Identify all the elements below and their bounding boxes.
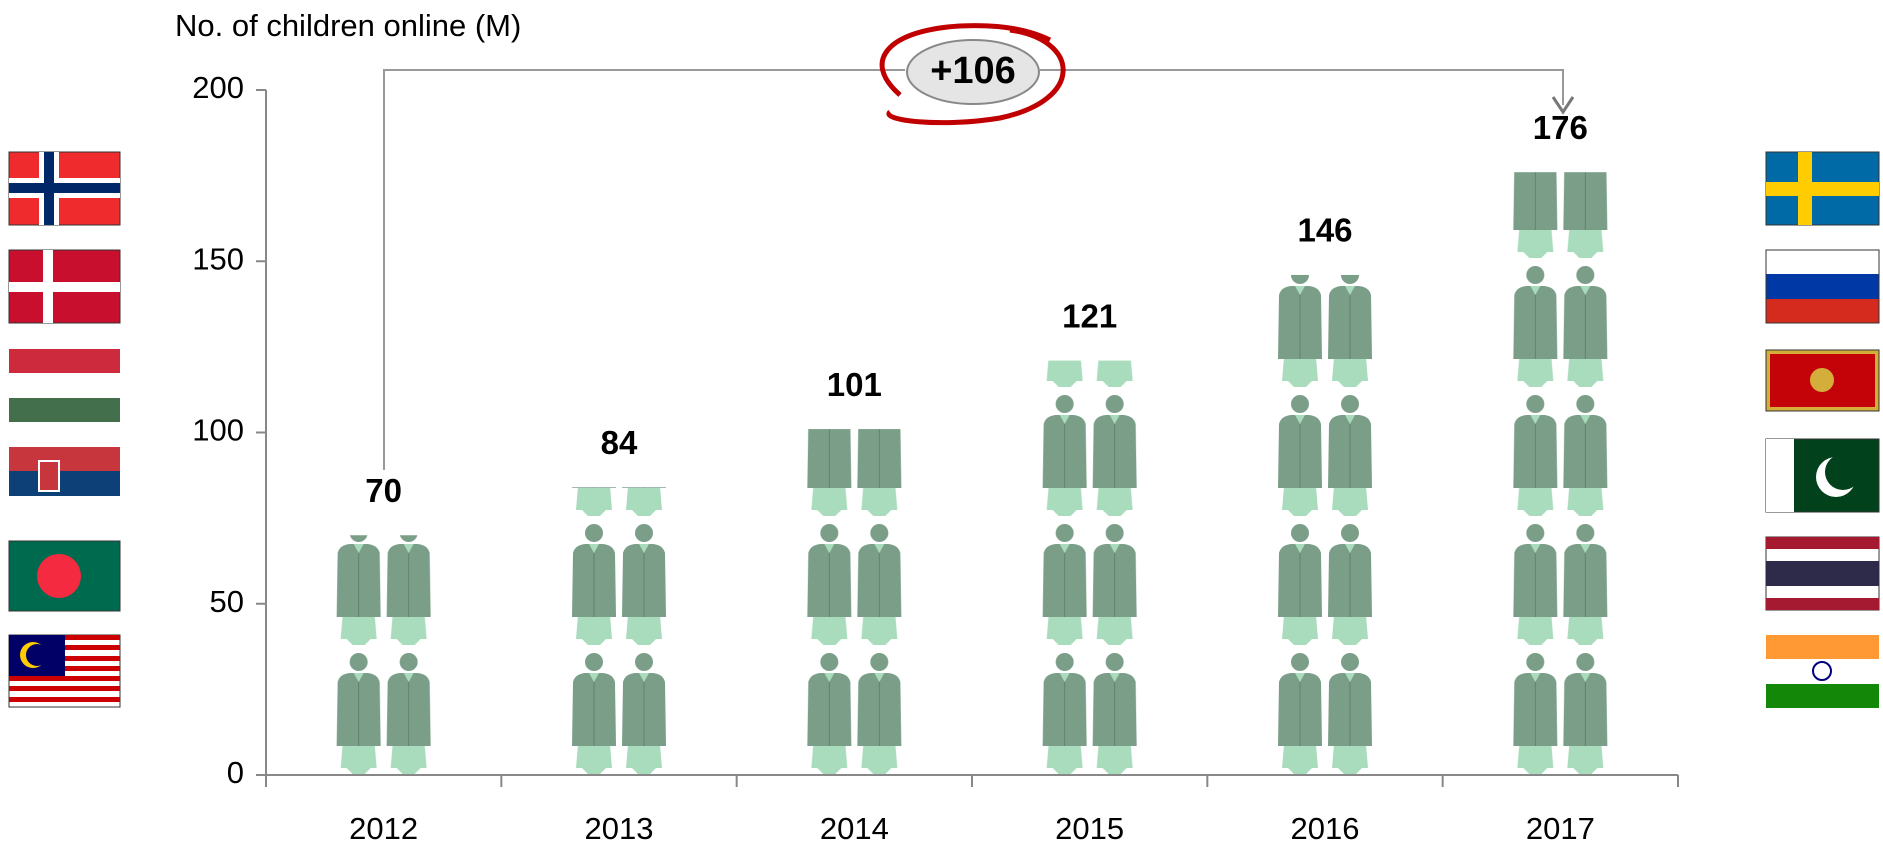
axis-title: No. of children online (M) — [175, 8, 521, 43]
bar — [569, 487, 669, 775]
x-tick-label: 2015 — [1055, 811, 1124, 845]
value-label: 176 — [1533, 109, 1588, 146]
y-tick-label: 150 — [192, 241, 244, 276]
value-label: 70 — [365, 472, 402, 509]
bar — [1510, 172, 1611, 775]
flags-left — [8, 151, 121, 708]
value-label: 146 — [1297, 212, 1352, 249]
value-label: 101 — [827, 366, 882, 403]
annotation-label: +106 — [930, 50, 1016, 92]
value-label: 84 — [601, 424, 638, 461]
annotation: +106 — [383, 23, 1575, 470]
bar — [333, 535, 434, 775]
flags-right — [1765, 151, 1880, 708]
y-tick-label: 50 — [210, 584, 244, 619]
bar — [804, 429, 905, 775]
x-tick-label: 2012 — [349, 811, 418, 845]
bar — [1039, 360, 1140, 775]
y-tick-label: 100 — [192, 413, 244, 448]
x-tick-label: 2013 — [585, 811, 654, 845]
x-tick-label: 2017 — [1526, 811, 1595, 845]
x-tick-label: 2016 — [1291, 811, 1360, 845]
y-tick-label: 0 — [227, 755, 244, 790]
y-tick-label: 200 — [192, 70, 244, 105]
value-label: 121 — [1062, 297, 1117, 334]
x-tick-label: 2014 — [820, 811, 889, 845]
bar — [1275, 274, 1375, 775]
